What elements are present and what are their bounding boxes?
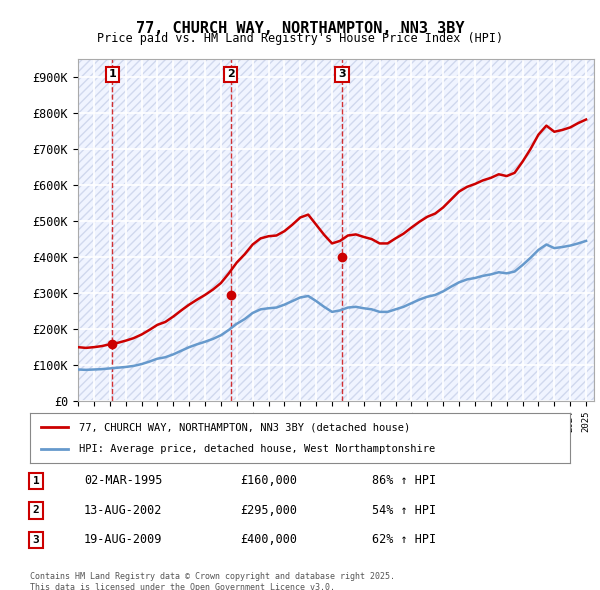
Text: 19-AUG-2009: 19-AUG-2009 <box>84 533 163 546</box>
Text: 13-AUG-2002: 13-AUG-2002 <box>84 504 163 517</box>
Text: Contains HM Land Registry data © Crown copyright and database right 2025.
This d: Contains HM Land Registry data © Crown c… <box>30 572 395 590</box>
Text: £160,000: £160,000 <box>240 474 297 487</box>
Text: £400,000: £400,000 <box>240 533 297 546</box>
Text: 77, CHURCH WAY, NORTHAMPTON, NN3 3BY: 77, CHURCH WAY, NORTHAMPTON, NN3 3BY <box>136 21 464 35</box>
Text: 02-MAR-1995: 02-MAR-1995 <box>84 474 163 487</box>
Text: £295,000: £295,000 <box>240 504 297 517</box>
Text: 86% ↑ HPI: 86% ↑ HPI <box>372 474 436 487</box>
Text: 3: 3 <box>32 535 40 545</box>
Text: 2: 2 <box>32 506 40 515</box>
Text: Price paid vs. HM Land Registry's House Price Index (HPI): Price paid vs. HM Land Registry's House … <box>97 32 503 45</box>
Text: 3: 3 <box>338 70 346 80</box>
Text: 1: 1 <box>109 70 116 80</box>
Text: 2: 2 <box>227 70 235 80</box>
Text: 62% ↑ HPI: 62% ↑ HPI <box>372 533 436 546</box>
Text: 1: 1 <box>32 476 40 486</box>
Text: HPI: Average price, detached house, West Northamptonshire: HPI: Average price, detached house, West… <box>79 444 435 454</box>
Text: 54% ↑ HPI: 54% ↑ HPI <box>372 504 436 517</box>
Text: 77, CHURCH WAY, NORTHAMPTON, NN3 3BY (detached house): 77, CHURCH WAY, NORTHAMPTON, NN3 3BY (de… <box>79 422 410 432</box>
